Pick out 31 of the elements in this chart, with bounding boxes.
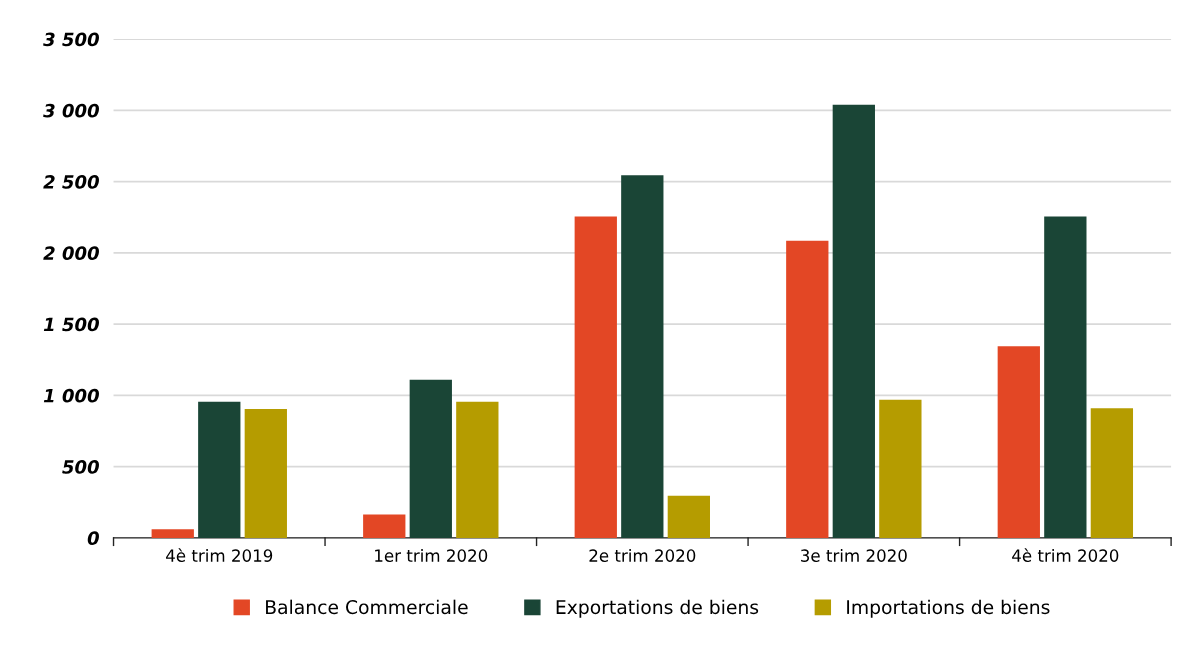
y-tick-label: 500 bbox=[62, 460, 99, 474]
bar bbox=[832, 104, 875, 538]
bar bbox=[879, 399, 922, 538]
bar bbox=[456, 401, 499, 538]
bar bbox=[667, 495, 710, 538]
bar bbox=[786, 240, 829, 538]
legend-label: Balance Commerciale bbox=[266, 599, 468, 615]
x-tick-label: 4è trim 2020 bbox=[1012, 548, 1119, 562]
legend-label: Importations de biens bbox=[847, 599, 1050, 618]
bar bbox=[244, 408, 287, 538]
y-tick-label: 1 000 bbox=[43, 388, 99, 403]
bar bbox=[1044, 216, 1087, 538]
bar bbox=[1090, 408, 1134, 538]
y-tick-label: 0 bbox=[87, 531, 99, 546]
y-tick-label: 3 500 bbox=[43, 32, 99, 47]
x-tick-label: 1er trim 2020 bbox=[375, 549, 488, 562]
bar bbox=[574, 216, 617, 538]
bar bbox=[621, 175, 664, 538]
y-tick-label: 1 500 bbox=[43, 317, 99, 332]
bar bbox=[409, 379, 452, 538]
bar bbox=[198, 401, 241, 538]
legend-label: Exportations de biens bbox=[556, 599, 759, 618]
bar bbox=[151, 529, 194, 538]
y-tick-label: 3 000 bbox=[43, 103, 99, 118]
y-tick-label: 2 000 bbox=[43, 246, 99, 260]
x-tick-label: 3e trim 2020 bbox=[801, 549, 907, 562]
x-tick-label: 2e trim 2020 bbox=[589, 549, 696, 562]
y-tick-label: 2 500 bbox=[43, 175, 99, 189]
x-tick-label: 4è trim 2019 bbox=[166, 548, 273, 562]
bar bbox=[363, 514, 406, 538]
bar bbox=[997, 346, 1040, 538]
